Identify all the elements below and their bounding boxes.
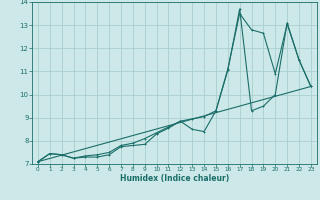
X-axis label: Humidex (Indice chaleur): Humidex (Indice chaleur)	[120, 174, 229, 183]
